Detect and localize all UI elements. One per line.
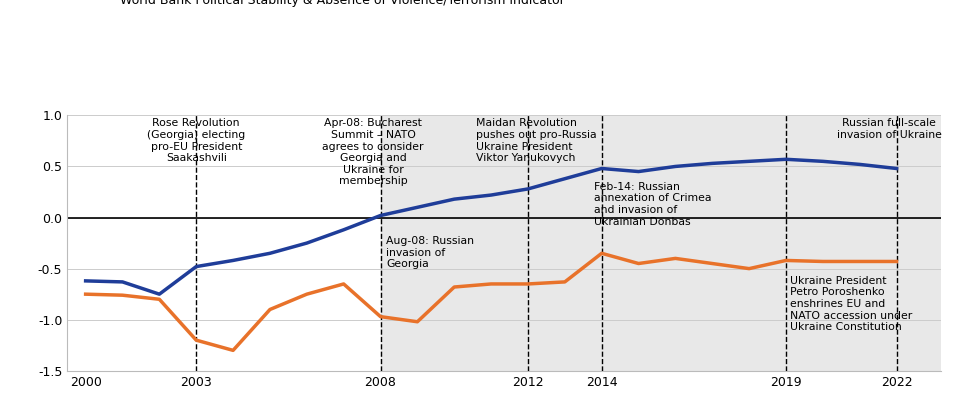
- Bar: [380, 115, 941, 371]
- Text: Aug-08: Russian
invasion of
Georgia: Aug-08: Russian invasion of Georgia: [386, 236, 474, 269]
- Text: Maidan Revolution
pushes out pro-Russia
Ukraine President
Viktor Yanukovych: Maidan Revolution pushes out pro-Russia …: [476, 118, 597, 163]
- Legend: Average of five Worldwide Governance Indicators*, estimate, World Bank Political: Average of five Worldwide Governance Ind…: [74, 0, 569, 12]
- Text: Ukraine President
Petro Poroshenko
enshrines EU and
NATO accession under
Ukraine: Ukraine President Petro Poroshenko enshr…: [790, 276, 912, 332]
- Text: Russian full-scale
invasion of Ukraine: Russian full-scale invasion of Ukraine: [837, 118, 942, 140]
- Text: Apr-08: Bucharest
Summit – NATO
agrees to consider
Georgia and
Ukraine for
membe: Apr-08: Bucharest Summit – NATO agrees t…: [323, 118, 424, 186]
- Text: Feb-14: Russian
annexation of Crimea
and invasion of
Ukrainian Donbas: Feb-14: Russian annexation of Crimea and…: [594, 182, 711, 227]
- Text: Rose Revolution
(Georgia) electing
pro-EU President
Saakashvili: Rose Revolution (Georgia) electing pro-E…: [147, 118, 246, 163]
